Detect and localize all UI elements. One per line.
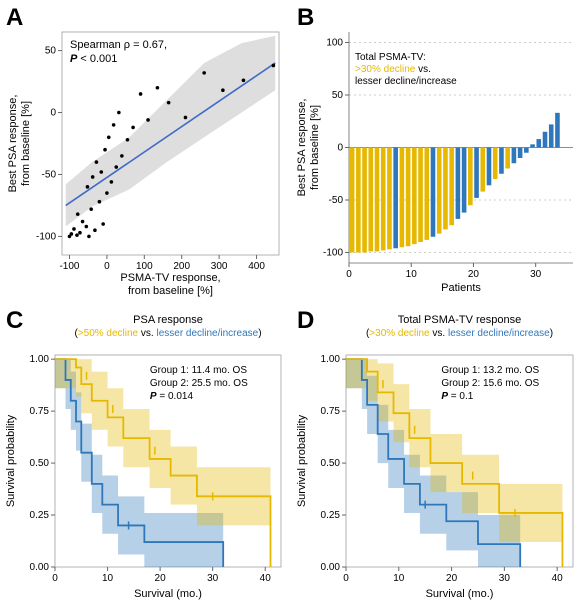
panel-b-svg: Total PSMA-TV:>30% decline vs.lesser dec… xyxy=(291,0,583,303)
svg-text:10: 10 xyxy=(406,269,418,280)
svg-text:20: 20 xyxy=(468,269,480,280)
svg-text:40: 40 xyxy=(552,573,564,584)
panel-a: A Spearman ρ = 0.67, P < 0.001 -100 0 100 200… xyxy=(0,0,291,303)
svg-text:Survival probability: Survival probability xyxy=(296,414,308,507)
svg-text:300: 300 xyxy=(211,261,228,272)
svg-text:Group 1: 13.2 mo. OS: Group 1: 13.2 mo. OS xyxy=(441,365,539,376)
svg-text:-100: -100 xyxy=(36,231,56,242)
svg-text:Spearman ρ = 0.67,: Spearman ρ = 0.67, xyxy=(70,39,167,51)
svg-text:0: 0 xyxy=(346,269,352,280)
svg-text:30: 30 xyxy=(207,573,219,584)
svg-text:0.75: 0.75 xyxy=(321,406,341,417)
svg-text:Survival (mo.): Survival (mo.) xyxy=(426,588,494,600)
svg-text:-100: -100 xyxy=(59,261,79,272)
svg-text:PSA response: PSA response xyxy=(133,314,203,326)
svg-text:0.00: 0.00 xyxy=(321,562,341,573)
svg-text:1.00: 1.00 xyxy=(30,354,50,365)
panel-a-svg: Spearman ρ = 0.67, P < 0.001 -100 0 100 200 30… xyxy=(0,0,291,303)
panel-b-label: B xyxy=(297,4,314,32)
panel-d: D Total PSMA-TV response (>30% decline vs… xyxy=(291,303,583,607)
panel-c-label: C xyxy=(6,307,23,335)
figure-grid: A Spearman ρ = 0.67,P < 0.001-1000100200… xyxy=(0,0,583,607)
svg-text:(>30% decline vs. lesser decli: (>30% decline vs. lesser decline/increas… xyxy=(366,328,553,339)
svg-text:P = 0.1: P = 0.1 xyxy=(441,391,473,402)
svg-text:10: 10 xyxy=(102,573,114,584)
svg-text:Total PSMA-TV response: Total PSMA-TV response xyxy=(398,314,522,326)
svg-text:Best PSA response,from baselin: Best PSA response,from baseline [%] xyxy=(296,99,321,197)
svg-text:0.25: 0.25 xyxy=(321,510,341,521)
svg-text:1.00: 1.00 xyxy=(321,354,341,365)
svg-text:-100: -100 xyxy=(323,248,343,259)
svg-text:Group 2: 15.6 mo. OS: Group 2: 15.6 mo. OS xyxy=(441,378,539,389)
svg-text:10: 10 xyxy=(393,573,405,584)
svg-text:20: 20 xyxy=(155,573,167,584)
panel-a-label: A xyxy=(6,4,23,32)
svg-text:0.00: 0.00 xyxy=(30,562,50,573)
svg-text:Group 1: 11.4 mo. OS: Group 1: 11.4 mo. OS xyxy=(150,365,247,376)
svg-text:30: 30 xyxy=(530,269,542,280)
svg-text:lesser decline/increase: lesser decline/increase xyxy=(355,76,457,87)
svg-text:from baseline [%]: from baseline [%] xyxy=(128,285,213,297)
svg-text:0.50: 0.50 xyxy=(321,458,341,469)
svg-text:0.50: 0.50 xyxy=(30,458,50,469)
svg-text:0.75: 0.75 xyxy=(30,406,50,417)
panel-c-svg: PSA response (>50% decline vs. lesser dec… xyxy=(0,303,291,607)
svg-text:Group 2: 25.5 mo. OS: Group 2: 25.5 mo. OS xyxy=(150,378,248,389)
svg-text:Total PSMA-TV:: Total PSMA-TV: xyxy=(355,52,426,63)
panel-d-svg: Total PSMA-TV response (>30% decline vs. … xyxy=(291,303,583,607)
svg-text:P = 0.014: P = 0.014 xyxy=(150,391,194,402)
svg-text:400: 400 xyxy=(248,261,265,272)
svg-text:200: 200 xyxy=(173,261,190,272)
svg-text:P < 0.001: P < 0.001 xyxy=(70,53,117,65)
svg-text:-50: -50 xyxy=(42,169,57,180)
svg-text:>30% decline vs.: >30% decline vs. xyxy=(355,64,431,75)
svg-text:-50: -50 xyxy=(329,195,344,206)
svg-text:(>50% decline vs. lesser decli: (>50% decline vs. lesser decline/increas… xyxy=(74,328,261,339)
svg-text:100: 100 xyxy=(326,38,343,49)
svg-text:0.25: 0.25 xyxy=(30,510,50,521)
svg-text:50: 50 xyxy=(332,90,344,101)
svg-text:0: 0 xyxy=(104,261,110,272)
svg-text:Survival probability: Survival probability xyxy=(5,414,17,507)
svg-text:30: 30 xyxy=(499,573,511,584)
svg-text:40: 40 xyxy=(260,573,272,584)
panel-b: B Total PSMA-TV:>30% decline vs.lesser d… xyxy=(291,0,583,303)
svg-text:20: 20 xyxy=(446,573,458,584)
svg-text:0: 0 xyxy=(52,573,58,584)
panel-d-label: D xyxy=(297,307,314,335)
svg-text:Patients: Patients xyxy=(441,282,481,294)
svg-text:0: 0 xyxy=(343,573,349,584)
svg-text:0: 0 xyxy=(50,108,56,119)
svg-text:PSMA-TV response,: PSMA-TV response, xyxy=(120,272,220,284)
svg-text:Survival (mo.): Survival (mo.) xyxy=(134,588,202,600)
svg-text:50: 50 xyxy=(45,46,57,57)
svg-text:0: 0 xyxy=(337,143,343,154)
panel-c: C PSA response (>50% decline vs. lesser d… xyxy=(0,303,291,607)
svg-text:100: 100 xyxy=(136,261,153,272)
svg-text:Best PSA response,from baselin: Best PSA response,from baseline [%] xyxy=(7,95,32,193)
